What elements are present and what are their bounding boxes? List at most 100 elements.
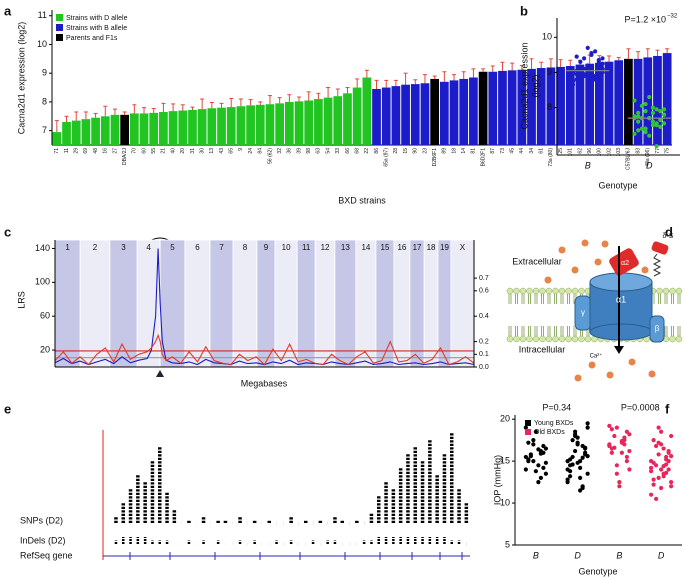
y-axis-title: Cacna2d1 expression (log2)	[16, 22, 26, 135]
tether	[652, 253, 662, 277]
ion	[601, 240, 609, 248]
x-axis-title: Genotype	[578, 566, 617, 576]
bar	[439, 81, 449, 145]
data-point	[666, 467, 671, 472]
bar	[91, 117, 100, 145]
chromosome-label: 6	[195, 243, 200, 252]
lipid-head	[675, 335, 683, 343]
x-tick-label: 71	[54, 148, 60, 154]
x-tick-label: 22	[364, 148, 370, 154]
bar	[255, 104, 265, 145]
data-point	[578, 475, 583, 481]
ion	[648, 370, 656, 378]
data-point	[568, 457, 573, 462]
chromosome-band	[355, 239, 377, 368]
bar	[314, 99, 323, 145]
data-point	[593, 49, 598, 54]
data-point	[654, 121, 659, 126]
lipid-head	[519, 287, 527, 295]
chromosome-label: 3	[121, 243, 126, 252]
x-tick-label: 75	[664, 148, 670, 154]
track-label: RefSeq gene	[20, 550, 73, 560]
panel-letter: b	[520, 3, 528, 18]
data-point	[538, 451, 543, 456]
calcium-label: Ca²⁺	[590, 353, 603, 360]
legend-swatch	[525, 429, 531, 435]
data-point	[585, 65, 590, 70]
data-point	[619, 450, 624, 455]
data-point	[622, 442, 627, 447]
bar	[323, 97, 333, 145]
x-tick-label: 98	[306, 148, 312, 154]
bar	[129, 113, 139, 145]
data-point	[600, 56, 605, 61]
data-point	[622, 435, 627, 440]
data-point	[536, 479, 541, 485]
bar	[352, 87, 362, 145]
lipid-head	[506, 335, 514, 343]
chromosome-band	[423, 239, 439, 368]
annotation: P=0.34	[542, 402, 571, 412]
chromosome-band	[375, 239, 395, 368]
x-tick-label: 11	[64, 148, 70, 153]
data-point	[636, 119, 641, 124]
lipid-head	[552, 335, 559, 343]
bar	[565, 66, 575, 145]
delta-subunit	[651, 241, 669, 255]
ion	[558, 246, 566, 254]
data-point	[661, 464, 666, 469]
legend-label: Old BXDs	[534, 429, 565, 436]
data-point	[636, 114, 641, 119]
x-tick-label: 63	[316, 148, 322, 154]
data-point	[643, 101, 648, 107]
x-tick-label: 48	[93, 148, 99, 154]
x-tick-label: 73	[500, 148, 506, 154]
arrow-head	[614, 346, 624, 354]
bar	[207, 108, 217, 145]
chromosome-label: 10	[282, 243, 291, 252]
data-point	[651, 460, 656, 465]
data-point	[650, 119, 656, 124]
x-tick-label: 86	[374, 148, 380, 154]
legend-label: Parents and F1s	[66, 35, 118, 42]
x-tick-label: 68	[354, 148, 360, 154]
peak-marker	[156, 370, 164, 377]
data-point	[669, 433, 674, 439]
data-point	[533, 469, 538, 474]
bar	[381, 87, 391, 145]
chromosome-label: 4	[146, 243, 151, 252]
data-point	[593, 73, 598, 79]
alpha1-top	[589, 272, 653, 292]
y-tick-label: 20	[500, 414, 510, 424]
bar	[197, 109, 207, 145]
chromosome-band	[54, 239, 81, 368]
data-point	[612, 445, 617, 450]
bar	[643, 57, 653, 145]
x-tick-label: 65	[229, 148, 235, 154]
data-point	[659, 429, 664, 434]
bar	[236, 106, 246, 145]
x-tick-label: 45	[509, 148, 515, 154]
annotation: P=0.0008	[621, 402, 660, 412]
bar	[594, 62, 604, 146]
data-point	[656, 440, 661, 445]
alpha2-label: α2	[621, 260, 629, 267]
data-point	[607, 423, 612, 429]
lipid-head	[539, 287, 546, 295]
title-exponent: −32	[667, 14, 678, 20]
x-tick-label: 73a (80)	[548, 148, 554, 167]
lipid-head	[571, 335, 579, 343]
x-tick-label: 65a (97)	[384, 148, 390, 167]
data-point	[614, 425, 619, 430]
data-point	[589, 73, 594, 79]
data-point	[581, 56, 587, 61]
data-point	[533, 429, 538, 434]
bar	[459, 78, 469, 145]
data-point	[575, 440, 580, 445]
delta-label: δ-S	[663, 233, 674, 240]
legend-label: Strains with B allele	[66, 25, 127, 32]
data-point	[531, 459, 536, 464]
data-point	[568, 469, 573, 474]
data-point	[632, 114, 637, 119]
